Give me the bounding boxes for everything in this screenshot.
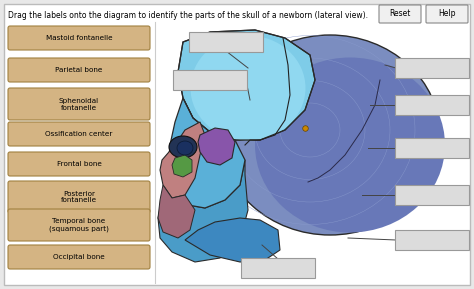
Text: Ossification center: Ossification center xyxy=(46,131,113,137)
FancyBboxPatch shape xyxy=(8,152,150,176)
FancyBboxPatch shape xyxy=(395,138,469,158)
FancyBboxPatch shape xyxy=(8,122,150,146)
FancyBboxPatch shape xyxy=(8,209,150,241)
Text: Drag the labels onto the diagram to identify the parts of the skull of a newborn: Drag the labels onto the diagram to iden… xyxy=(8,11,368,20)
FancyBboxPatch shape xyxy=(8,245,150,269)
Text: Reset: Reset xyxy=(389,10,410,18)
Polygon shape xyxy=(178,30,315,140)
FancyBboxPatch shape xyxy=(8,88,150,120)
Polygon shape xyxy=(160,122,205,198)
Text: Help: Help xyxy=(438,10,456,18)
Polygon shape xyxy=(185,218,280,262)
Polygon shape xyxy=(172,155,192,177)
FancyBboxPatch shape xyxy=(4,4,470,285)
Text: Temporal bone
(squamous part): Temporal bone (squamous part) xyxy=(49,218,109,232)
FancyBboxPatch shape xyxy=(395,230,469,250)
FancyBboxPatch shape xyxy=(395,95,469,115)
Ellipse shape xyxy=(177,141,193,155)
FancyBboxPatch shape xyxy=(395,58,469,78)
FancyBboxPatch shape xyxy=(189,32,263,52)
Polygon shape xyxy=(198,128,235,165)
Polygon shape xyxy=(158,145,248,262)
Ellipse shape xyxy=(169,136,197,158)
FancyBboxPatch shape xyxy=(173,70,247,90)
FancyBboxPatch shape xyxy=(426,5,468,23)
Text: Parietal bone: Parietal bone xyxy=(55,67,103,73)
Ellipse shape xyxy=(220,35,440,235)
Ellipse shape xyxy=(191,36,306,140)
Polygon shape xyxy=(168,98,245,208)
FancyBboxPatch shape xyxy=(8,181,150,213)
FancyBboxPatch shape xyxy=(8,58,150,82)
Ellipse shape xyxy=(255,58,445,232)
Polygon shape xyxy=(158,185,195,238)
FancyBboxPatch shape xyxy=(379,5,421,23)
Text: Sphenoidal
fontanelle: Sphenoidal fontanelle xyxy=(59,97,99,110)
FancyBboxPatch shape xyxy=(8,26,150,50)
Text: Frontal bone: Frontal bone xyxy=(56,161,101,167)
FancyBboxPatch shape xyxy=(395,185,469,205)
Text: Occipital bone: Occipital bone xyxy=(53,254,105,260)
Text: Posterior
fontanelle: Posterior fontanelle xyxy=(61,190,97,203)
FancyBboxPatch shape xyxy=(241,258,315,278)
Text: Mastoid fontanelle: Mastoid fontanelle xyxy=(46,35,112,41)
